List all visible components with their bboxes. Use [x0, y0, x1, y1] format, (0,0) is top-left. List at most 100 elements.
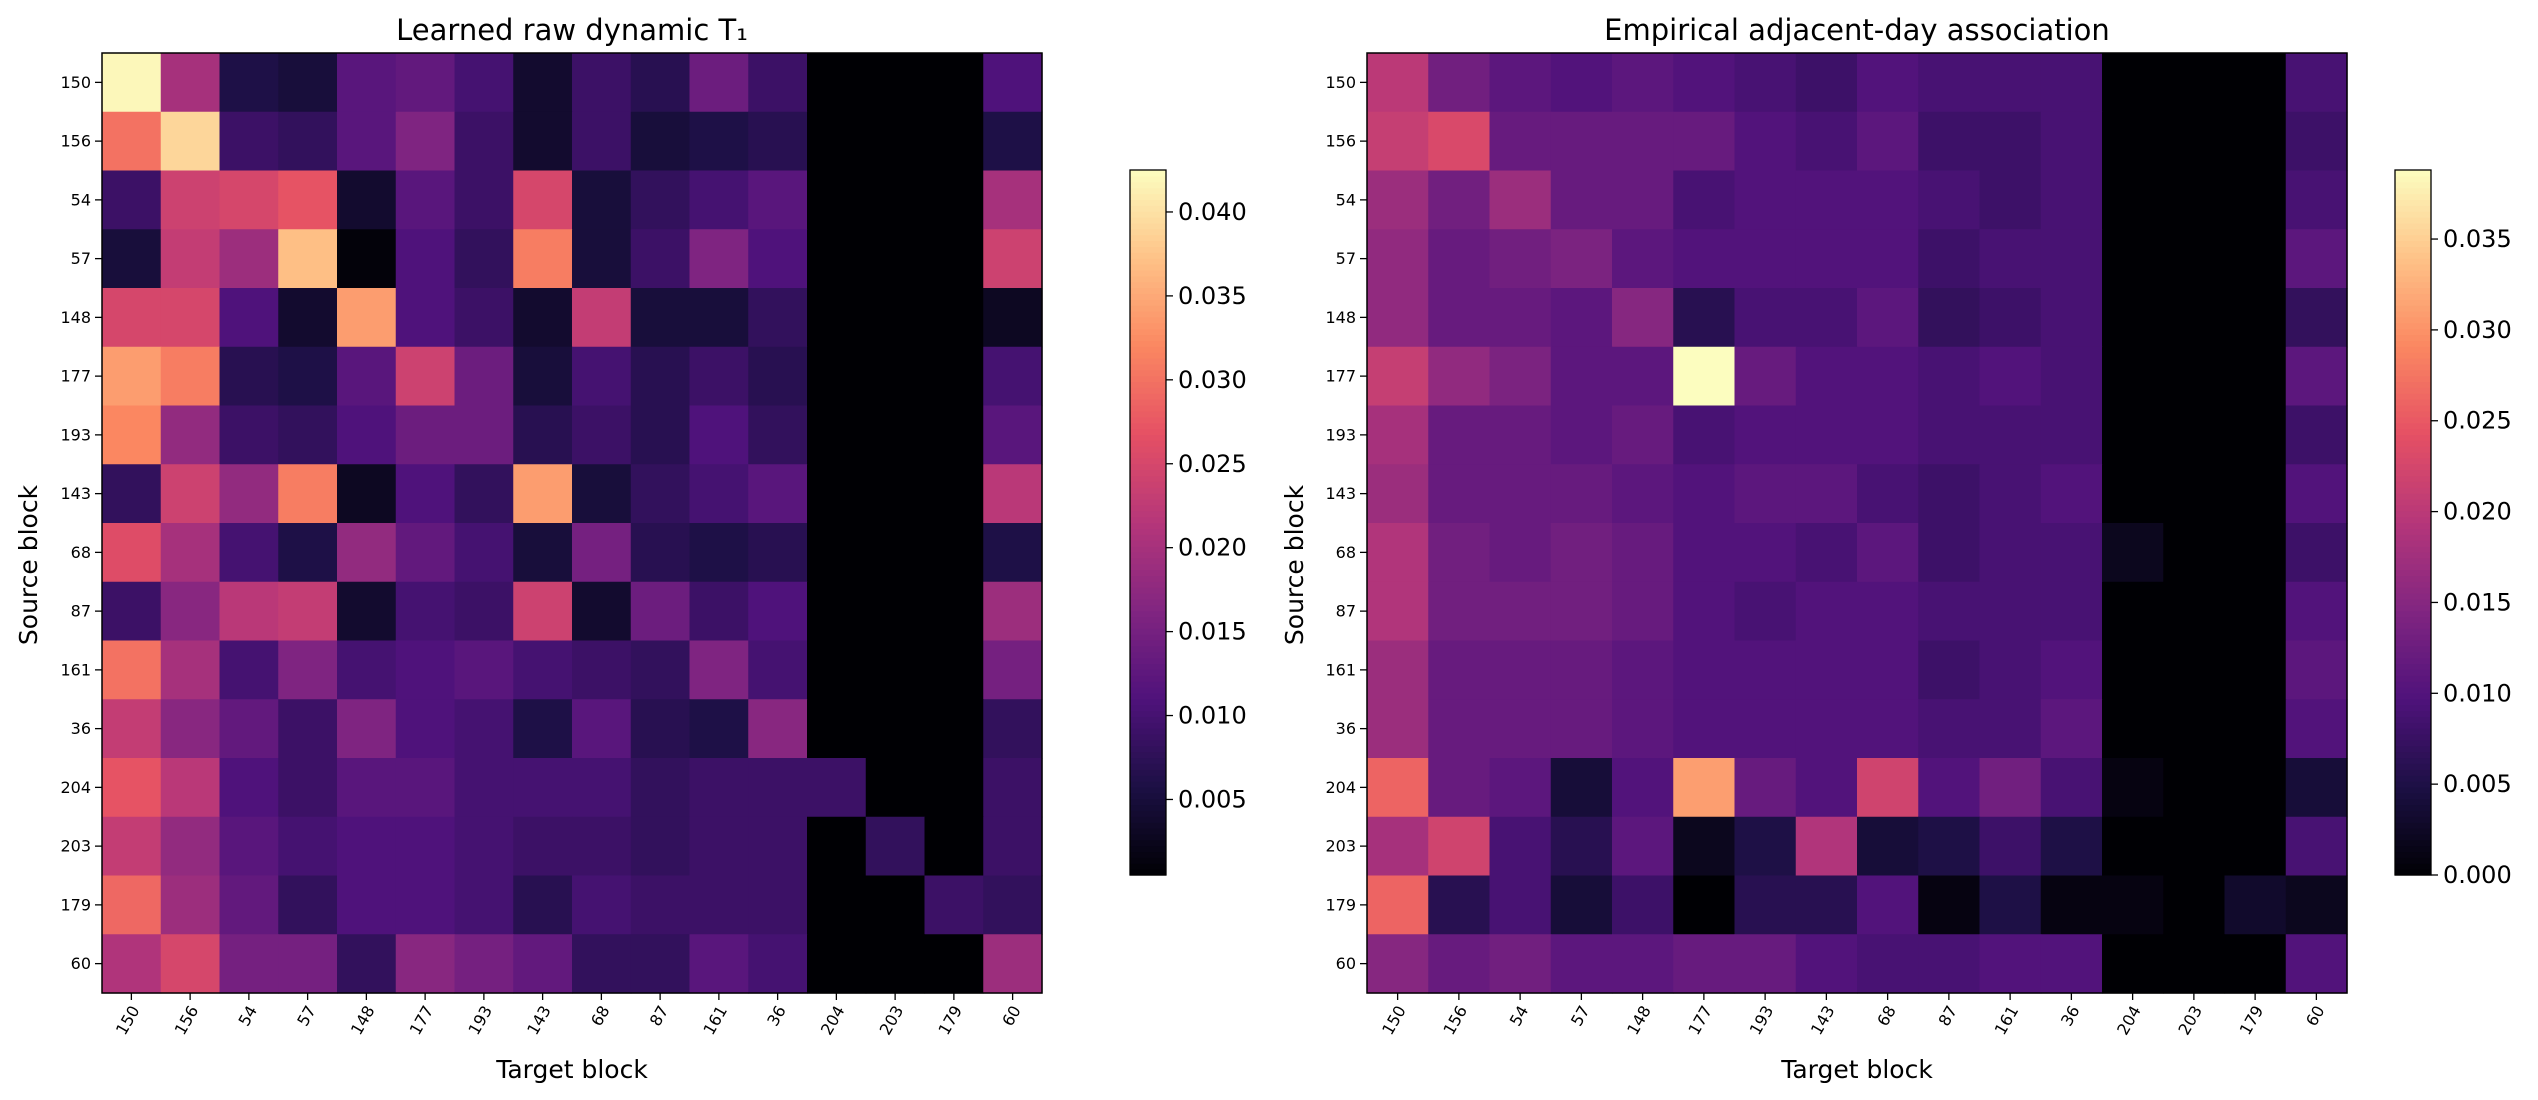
heatmap-cell	[1795, 170, 1858, 230]
colorbar-strip	[2395, 240, 2431, 247]
colorbar-strip	[1130, 857, 1166, 864]
heatmap-cell	[807, 405, 867, 465]
heatmap-cell	[278, 523, 338, 583]
heatmap-cell	[1489, 699, 1552, 759]
heatmap-cell	[2040, 640, 2103, 700]
heatmap-cell	[748, 464, 808, 524]
heatmap-cell	[689, 934, 749, 994]
heatmap-cell	[2163, 523, 2226, 583]
heatmap-cell	[102, 640, 162, 700]
heatmap-cell	[807, 464, 867, 524]
colorbar-strip	[2395, 375, 2431, 383]
heatmap-cell	[1918, 699, 1981, 759]
colorbar-strip	[1130, 828, 1166, 835]
colorbar-strip	[1130, 181, 1166, 189]
heatmap-cell	[1795, 699, 1858, 759]
heatmap-cell	[2040, 288, 2103, 348]
colorbar-strip	[2395, 657, 2431, 665]
heatmap-cell	[630, 640, 691, 700]
heatmap-cell	[1367, 288, 1429, 348]
colorbar-strip	[2395, 299, 2431, 306]
heatmap-cell	[1857, 523, 1919, 583]
colorbar-strip	[1130, 387, 1166, 394]
heatmap-cell	[572, 875, 632, 935]
heatmap-cell	[1612, 288, 1674, 348]
heatmap-cell	[1918, 346, 1981, 407]
colorbar-strip	[1130, 804, 1166, 811]
heatmap-cells	[102, 53, 1043, 994]
heatmap-cell	[2040, 170, 2103, 230]
heatmap-cell	[219, 758, 279, 818]
colorbar-strip	[1130, 540, 1166, 547]
heatmap-cell	[1612, 875, 1674, 935]
heatmap-cell	[572, 934, 632, 994]
heatmap-cell	[983, 53, 1043, 113]
y-tick-label: 36	[71, 719, 91, 738]
colorbar-strip	[1130, 240, 1166, 247]
colorbar-strip	[1130, 598, 1166, 606]
heatmap-cell	[865, 464, 926, 524]
colorbar-strip	[2395, 604, 2431, 612]
heatmap-cell	[395, 111, 456, 172]
heatmap-cell	[395, 170, 456, 230]
heatmap-cell	[1673, 523, 1736, 583]
heatmap-cell	[1612, 111, 1674, 172]
heatmap-cell	[1918, 816, 1981, 877]
heatmap-cell	[748, 111, 808, 172]
heatmap-cell	[1734, 346, 1797, 407]
heatmap-cell	[219, 111, 279, 172]
heatmap-cell	[1612, 699, 1674, 759]
heatmap-cell	[1612, 346, 1674, 407]
heatmap-cell	[1673, 53, 1736, 113]
heatmap-cell	[513, 405, 573, 465]
heatmap-cell	[1734, 464, 1797, 524]
heatmap-cell	[1489, 170, 1552, 230]
heatmap-cell	[278, 758, 338, 818]
heatmap-cell	[1367, 640, 1429, 700]
colorbar-strip	[2395, 775, 2431, 782]
heatmap-cell	[1795, 229, 1858, 289]
heatmap-cell	[2163, 170, 2226, 230]
heatmap-cell	[1612, 758, 1674, 818]
heatmap-cell	[2102, 288, 2164, 348]
colorbar-tick-label: 0.005	[1178, 785, 1247, 813]
colorbar-tick-label: 0.015	[2443, 588, 2512, 616]
heatmap-cell	[1734, 229, 1797, 289]
colorbar-strip	[2395, 316, 2431, 324]
heatmap-cell	[1734, 111, 1797, 172]
heatmap-cell	[2040, 758, 2103, 818]
heatmap-cell	[1550, 229, 1613, 289]
heatmap-cell	[1979, 816, 2042, 877]
heatmap-cell	[219, 875, 279, 935]
heatmap-cell	[807, 699, 867, 759]
heatmap-cell	[983, 111, 1043, 172]
heatmap-cell	[1795, 405, 1858, 465]
y-tick-label: 150	[1325, 73, 1356, 92]
colorbar-strip	[2395, 463, 2431, 471]
heatmap-cell	[1428, 346, 1491, 407]
heatmap-cell	[1979, 758, 2042, 818]
heatmap-cell	[513, 288, 573, 348]
colorbar-strip	[2395, 281, 2431, 289]
heatmap-cell	[2285, 405, 2348, 465]
colorbar-strip	[1130, 587, 1166, 594]
colorbar-strip	[1130, 704, 1166, 712]
colorbar-strip	[2395, 675, 2431, 682]
heatmap-cell	[748, 523, 808, 583]
colorbar-strip	[1130, 463, 1166, 471]
heatmap-cell	[1979, 523, 2042, 583]
heatmap-cell	[278, 464, 338, 524]
heatmap-cell	[337, 523, 397, 583]
colorbar-strip	[2395, 393, 2431, 400]
heatmap-cell	[2224, 288, 2287, 348]
colorbar-strip	[2395, 663, 2431, 670]
heatmap-cell	[2102, 640, 2164, 700]
heatmap-cell	[278, 170, 338, 230]
heatmap-cell	[865, 758, 926, 818]
x-axis-label: Target block	[1780, 1055, 1933, 1084]
heatmap-cell	[1673, 111, 1736, 172]
colorbar-strip	[1130, 739, 1166, 747]
colorbar-strip	[1130, 340, 1166, 347]
colorbar-tick-label: 0.035	[2443, 225, 2512, 253]
